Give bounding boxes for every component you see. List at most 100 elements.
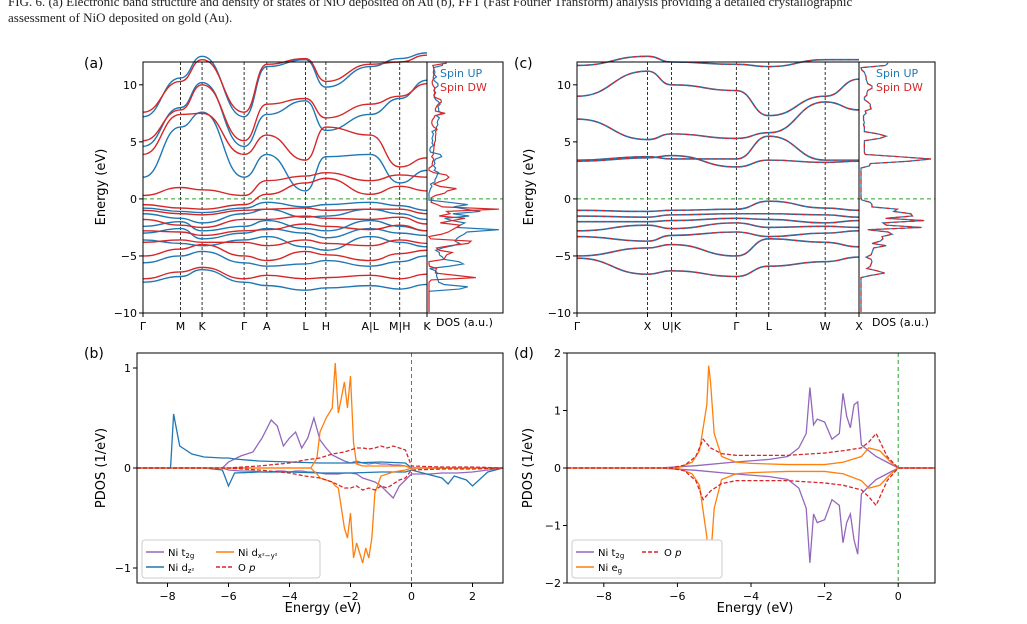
panel-a-ytick-label: −10: [114, 307, 137, 320]
panel-c-band: [576, 135, 859, 161]
panel-d-legend: Ni t2g Ni eg O p: [571, 539, 723, 579]
panel-c-ytick-label: 0: [564, 193, 571, 206]
panel-b-ylabel: PDOS (1/eV): [94, 428, 109, 508]
panel-c-frame: [576, 61, 936, 314]
panel-d-ytick-label: −1: [545, 520, 561, 533]
panel-label-a: (a): [84, 56, 104, 72]
panel-c-band: [576, 230, 860, 242]
panel-a-kpoint-label: K: [423, 320, 431, 333]
panel-b-xtick-label: 2: [469, 590, 476, 603]
panel-b-xlabel: Energy (eV): [285, 601, 362, 616]
legend-c-spin-up: Spin UP: [876, 67, 919, 80]
panel-d-xtick-label: −8: [596, 590, 612, 603]
panel-a-band: [142, 171, 428, 197]
panel-label-c: (c): [514, 56, 533, 72]
panel-c-band: [576, 101, 860, 141]
panel-c-kpoint-label: X: [855, 320, 863, 333]
panel-c-band: [576, 101, 860, 141]
panel-b: (b) PDOS (1/eV) Energy (eV) −1 0 1 −8 −6 −4 −2…: [84, 346, 504, 616]
panel-d-pdos-up: [567, 387, 935, 469]
panel-a-ylabel: Energy (eV): [94, 149, 109, 226]
panel-a-band: [142, 235, 428, 251]
caption-line-2: assessment of NiO deposited on gold (Au)…: [8, 10, 233, 25]
panel-d-ytick-label: 1: [554, 405, 561, 418]
panel-d-pdos-up: [567, 365, 935, 469]
panel-d-xtick-label: −6: [669, 590, 685, 603]
panel-d-xtick-label: −4: [743, 590, 759, 603]
legend-d-ni-t2g: Ni t2g: [598, 548, 624, 560]
panel-a-kpoint-label: Γ: [241, 320, 248, 333]
panel-c-kpoint-label: Γ: [574, 320, 581, 333]
panel-c-bands: [576, 55, 935, 313]
panel-c-band: [576, 238, 860, 257]
panel-c-band: [576, 256, 860, 278]
panel-c-band: [576, 70, 860, 117]
panel-c-kpoint-label: Γ: [733, 320, 740, 333]
panel-d-xtick-label: −2: [816, 590, 832, 603]
panel-a-kpoint-label: K: [198, 320, 206, 333]
panel-b-pdos-down: [137, 467, 503, 564]
panel-label-b: (b): [84, 346, 104, 362]
panel-b-axes: −1 0 1 −8 −6 −4 −2 0 2: [115, 352, 504, 603]
panel-c-dos: [860, 62, 932, 312]
panel-d-ylabel: PDOS (1/eV): [521, 428, 536, 508]
legend-ni-dx2y2: Ni dx²−y²: [238, 548, 278, 560]
legend-o-p: O p: [238, 563, 255, 574]
panel-b-ytick-label: −1: [115, 562, 131, 575]
panel-c-axes: −10 −5 0 5 10 Γ X U|K Γ L W X: [548, 61, 936, 333]
panel-d-pdos-down: [567, 467, 935, 507]
panel-d-ytick-label: 2: [554, 347, 561, 360]
panel-a-dos: [427, 62, 500, 312]
panel-c-band: [576, 155, 860, 168]
panel-a-band: [142, 79, 428, 148]
panel-c-band: [576, 200, 860, 213]
panel-b-xtick-label: −2: [342, 590, 358, 603]
panel-d-plot: [567, 353, 935, 583]
panel-c-band: [576, 70, 860, 117]
panel-c-band: [576, 213, 860, 218]
panel-a-ytick-label: −5: [121, 250, 137, 263]
panel-b-pdos-up: [137, 362, 503, 469]
panel-a-band: [142, 177, 428, 210]
panel-a-legend: Spin UP Spin DW: [440, 67, 487, 94]
panel-a-ytick-label: 5: [130, 136, 137, 149]
panel-a-band: [142, 239, 428, 247]
panel-a-kpoint-label: Γ: [140, 320, 147, 333]
panel-a-dos-curve: [428, 63, 500, 312]
panel-c-band: [576, 55, 859, 68]
panel-a-band: [142, 266, 428, 280]
caption-line-1: FIG. 6. (a) Electronic band structure an…: [8, 0, 853, 9]
panel-b-pdos-down: [137, 467, 504, 491]
panel-c-kpoint-label: L: [766, 320, 773, 333]
panel-b-pdos-up: [137, 415, 503, 469]
panel-c-ytick-label: −10: [548, 307, 571, 320]
panel-a-band: [142, 250, 428, 267]
panel-a-band: [142, 207, 428, 216]
panel-b-ytick-label: 1: [124, 362, 131, 375]
panel-d-ytick-label: 0: [554, 462, 561, 475]
panel-c-dos-curve: [860, 62, 932, 312]
panel-c-band: [576, 256, 860, 278]
panel-c-ylabel: Energy (eV): [522, 149, 537, 226]
panel-c-band: [577, 217, 860, 224]
panel-a-kpoint-label: M: [176, 320, 186, 333]
panel-c-kpoint-label: U|K: [662, 320, 682, 333]
panel-c-ytick-label: −5: [555, 250, 571, 263]
legend-spin-dw: Spin DW: [440, 81, 487, 94]
figure-caption: FIG. 6. (a) Electronic band structure an…: [8, 0, 1020, 36]
panel-b-pdos-up: [137, 445, 504, 469]
panel-a-band: [142, 111, 428, 192]
panel-b-plot: [137, 353, 504, 583]
panel-c-legend: Spin UP Spin DW: [876, 67, 923, 94]
panel-c-band: [576, 55, 859, 68]
panel-a-dos-label: DOS (a.u.): [436, 316, 493, 329]
panel-a-kpoint-label: A|L: [362, 320, 380, 333]
panel-c-band: [576, 200, 860, 213]
panel-b-xtick-label: −4: [281, 590, 297, 603]
legend-d-ni-eg: Ni eg: [598, 563, 622, 575]
panel-b-ytick-label: 0: [124, 462, 131, 475]
panel-a-dos-curve: [427, 62, 500, 312]
